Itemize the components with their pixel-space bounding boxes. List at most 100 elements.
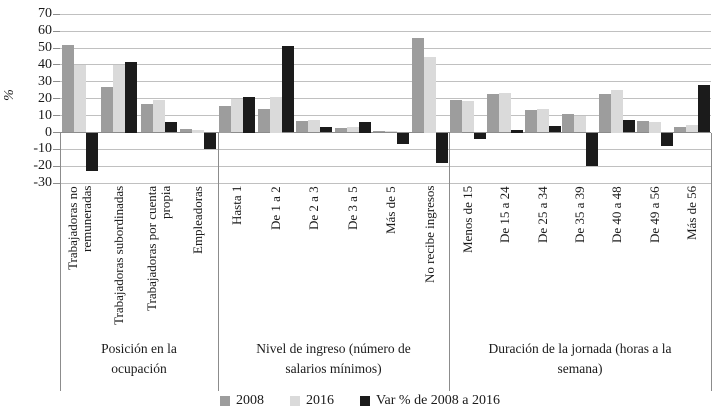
y-axis-tick — [53, 132, 60, 133]
x-category-cell: Menos de 15 — [449, 186, 486, 327]
bar-2008 — [61, 44, 74, 133]
gridline — [60, 115, 711, 117]
legend: 2008 2016 Var % de 2008 a 2016 — [0, 389, 720, 413]
y-tick-label: 50 — [38, 40, 52, 55]
bar-2016 — [611, 90, 624, 133]
gridline — [60, 64, 711, 66]
x-category-label: Trabajadoras por cuenta propia — [143, 186, 173, 312]
y-axis-tick — [53, 47, 60, 49]
y-tick-label: -30 — [33, 175, 52, 191]
gridline — [60, 81, 711, 83]
x-category-label: De 15 a 24 — [497, 186, 513, 243]
x-category-label: De 25 a 34 — [534, 186, 550, 243]
legend-swatch — [219, 396, 230, 406]
bar-2016 — [461, 101, 474, 133]
bar-2008 — [599, 93, 612, 133]
group-divider — [217, 132, 219, 391]
x-category-label: Menos de 15 — [459, 186, 475, 254]
x-category-cell: No recibe ingresos — [411, 186, 450, 327]
x-category-label: De 3 a 5 — [344, 186, 360, 230]
x-category-label: Hasta 1 — [229, 186, 245, 226]
bar-2016 — [385, 130, 398, 133]
x-category-cell: De 2 a 3 — [295, 186, 334, 327]
group-divider — [59, 132, 61, 391]
bar-2008 — [411, 37, 424, 133]
bar-2008 — [636, 120, 649, 133]
bar-2008 — [373, 130, 386, 133]
x-category-cell: De 1 a 2 — [257, 186, 296, 327]
y-axis-tick — [53, 148, 60, 150]
bar-2008 — [449, 99, 462, 133]
x-category-label: No recibe ingresos — [421, 186, 437, 284]
gridline — [60, 13, 711, 15]
y-tick-label: -20 — [33, 158, 52, 174]
x-category-label: De 40 a 48 — [609, 186, 625, 243]
bar-var-de-2008-a-2016 — [435, 132, 448, 163]
x-category-cell: De 3 a 5 — [334, 186, 373, 327]
gridline — [60, 47, 711, 49]
x-category-label: Más de 5 — [383, 186, 399, 234]
legend-label: Var % de 2008 a 2016 — [375, 393, 501, 408]
gridline — [60, 30, 711, 32]
x-category-cell: Trabajadoras no remuneradas — [60, 186, 100, 327]
bar-2016 — [113, 64, 126, 133]
bar-var-de-2008-a-2016 — [623, 119, 636, 133]
legend-item: 2016 — [289, 393, 334, 409]
y-axis-tick — [53, 13, 60, 15]
legend-item: Var % de 2008 a 2016 — [359, 393, 501, 409]
legend-swatch — [289, 396, 300, 406]
group-divider — [448, 132, 450, 391]
gridline — [60, 148, 711, 150]
bar-2016 — [308, 119, 321, 133]
bar-2008 — [562, 113, 574, 133]
bar-var-de-2008-a-2016 — [660, 132, 673, 146]
bar-2016 — [269, 97, 282, 133]
bar-var-de-2008-a-2016 — [698, 85, 711, 133]
x-category-label: Trabajadoras subordinadas — [111, 186, 127, 326]
y-tick-label: 20 — [38, 90, 52, 106]
bar-var-de-2008-a-2016 — [397, 132, 410, 145]
group-title: Nivel de ingreso (número de salarios mín… — [256, 340, 411, 376]
bar-2016 — [574, 116, 586, 133]
y-axis-tick — [53, 165, 60, 167]
x-category-label: De 49 a 56 — [646, 186, 662, 243]
x-category-label: De 2 a 3 — [306, 186, 322, 230]
y-tick-label: 40 — [38, 56, 52, 72]
bar-2016 — [648, 121, 661, 133]
bar-var-de-2008-a-2016 — [511, 130, 524, 133]
group-title: Duración de la jornada (horas a la seman… — [488, 340, 672, 376]
gridline — [60, 182, 711, 184]
x-category-label: Trabajadoras no remuneradas — [64, 186, 94, 270]
y-axis-tick — [53, 182, 60, 184]
x-category-cell: De 40 a 48 — [599, 186, 636, 327]
bar-2008 — [296, 120, 309, 133]
gridline — [60, 165, 711, 167]
bar-2016 — [499, 92, 512, 133]
bar-2016 — [686, 124, 699, 133]
bar-2016 — [423, 56, 436, 133]
bar-var-de-2008-a-2016 — [125, 61, 138, 133]
x-category-cell: De 15 a 24 — [486, 186, 523, 327]
y-tick-label: 30 — [38, 73, 52, 89]
y-tick-label: 10 — [38, 107, 52, 123]
x-category-cell: Empleadoras — [179, 186, 219, 327]
bar-2016 — [192, 130, 205, 133]
bar-var-de-2008-a-2016 — [204, 132, 217, 150]
bar-var-de-2008-a-2016 — [320, 127, 333, 133]
bar-2008 — [180, 129, 193, 133]
legend-swatch — [359, 396, 370, 406]
bar-2008 — [101, 86, 114, 133]
bar-2016 — [73, 64, 86, 133]
group-title: Posición en la ocupación — [101, 340, 177, 376]
legend-item: 2008 — [219, 393, 264, 409]
bar-var-de-2008-a-2016 — [548, 125, 561, 133]
bar-2008 — [524, 109, 537, 133]
x-category-label: Empleadoras — [190, 186, 206, 254]
bar-var-de-2008-a-2016 — [85, 132, 98, 172]
y-tick-label: -10 — [33, 141, 52, 157]
bar-var-de-2008-a-2016 — [586, 132, 598, 167]
x-category-cell: Más de 5 — [372, 186, 411, 327]
bar-2008 — [140, 103, 153, 133]
